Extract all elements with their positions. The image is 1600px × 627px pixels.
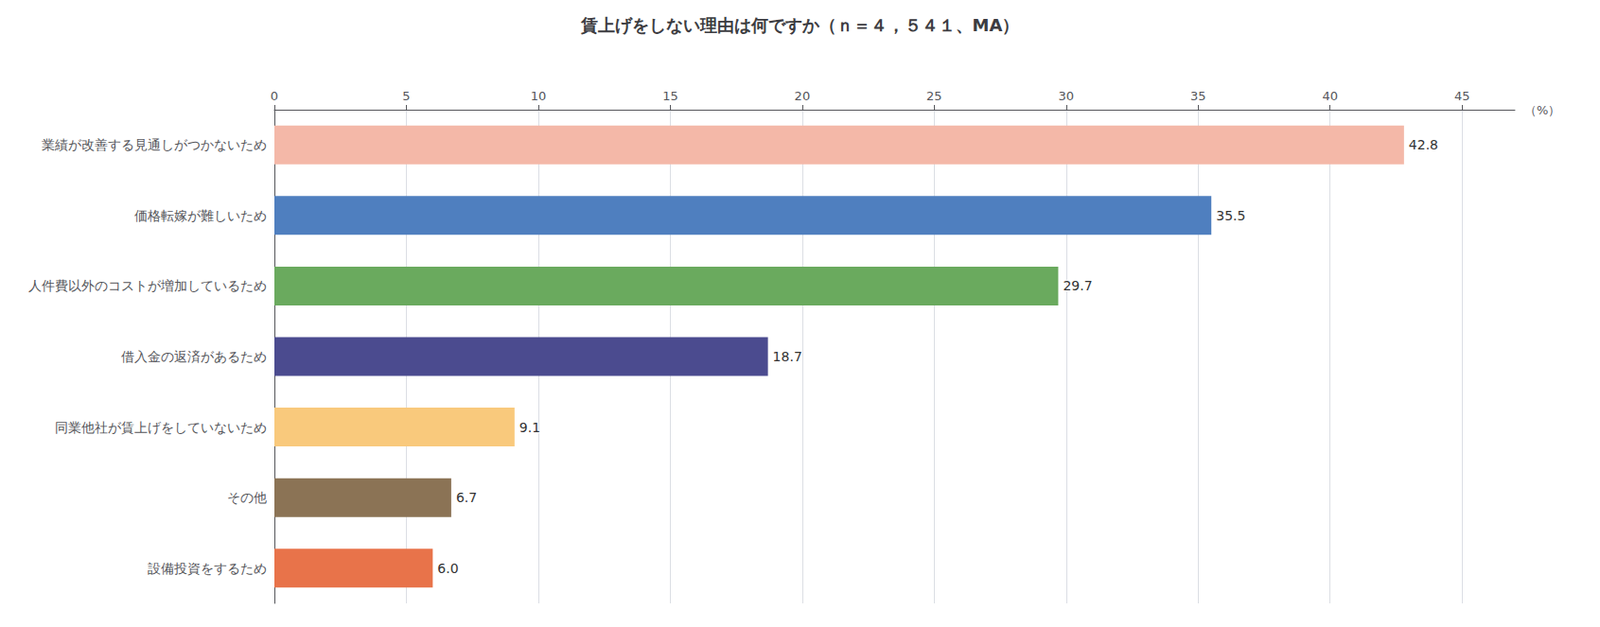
svg-text:45: 45: [1454, 88, 1471, 104]
svg-text:その他: その他: [227, 490, 267, 506]
svg-text:設備投資をするため: 設備投資をするため: [147, 561, 267, 577]
svg-text:10: 10: [530, 88, 547, 104]
svg-text:35: 35: [1190, 88, 1207, 104]
svg-text:30: 30: [1058, 88, 1075, 104]
svg-text:業績が改善する見通しがつかないため: 業績が改善する見通しがつかないため: [41, 137, 267, 153]
svg-text:20: 20: [794, 88, 811, 104]
svg-text:42.8: 42.8: [1408, 137, 1439, 153]
svg-text:5: 5: [402, 88, 410, 104]
svg-text:9.1: 9.1: [519, 420, 541, 436]
svg-text:18.7: 18.7: [773, 349, 803, 365]
svg-text:6.7: 6.7: [456, 490, 477, 506]
svg-text:価格転嫁が難しいため: 価格転嫁が難しいため: [134, 208, 267, 224]
svg-text:40: 40: [1321, 88, 1338, 104]
svg-text:6.0: 6.0: [437, 561, 458, 577]
svg-text:15: 15: [662, 88, 679, 104]
svg-text:借入金の返済があるため: 借入金の返済があるため: [121, 349, 267, 365]
svg-text:25: 25: [926, 88, 943, 104]
svg-text:29.7: 29.7: [1062, 278, 1092, 294]
svg-text:（%）: （%）: [1524, 103, 1561, 118]
svg-text:同業他社が賃上げをしていないため: 同業他社が賃上げをしていないため: [54, 420, 267, 436]
svg-text:人件費以外のコストが増加しているため: 人件費以外のコストが増加しているため: [28, 278, 267, 294]
svg-text:賃上げをしない理由は何ですか（ｎ＝４，５４１、MA）: 賃上げをしない理由は何ですか（ｎ＝４，５４１、MA）: [580, 15, 1020, 36]
svg-text:35.5: 35.5: [1215, 208, 1246, 224]
svg-text:0: 0: [270, 88, 279, 104]
